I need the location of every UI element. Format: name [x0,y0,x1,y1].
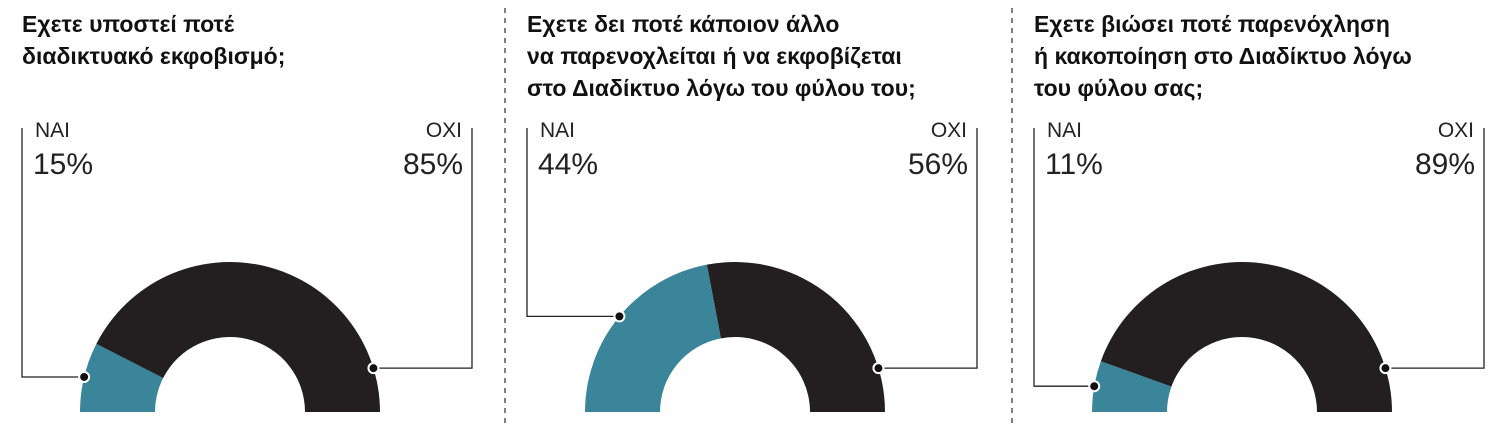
leader-line [1385,128,1485,369]
leader-line [373,128,473,369]
donut-segment [1092,361,1172,412]
category-label: ΟΧΙ [1438,119,1474,142]
leader-dot [1088,380,1101,393]
leader-dot [78,370,91,383]
chart-title: Εχετε βιώσει ποτέ παρενόχληση ή κακοποίη… [1034,11,1412,101]
leader-line [526,128,620,318]
donut-segment [1100,261,1392,412]
value-label: 56% [908,148,968,181]
category-label: ΟΧΙ [931,119,967,142]
leader-dot [367,362,380,375]
leader-line [1033,128,1095,387]
chart-title: Εχετε υποστεί ποτέ διαδικτυακό εκφοβισμό… [22,11,286,69]
category-label: ΟΧΙ [426,119,462,142]
value-label: 11% [1045,148,1103,181]
value-label: 89% [1415,148,1475,181]
leader-dot [1379,362,1392,375]
donut-segment [706,262,885,412]
value-label: 15% [33,148,93,181]
category-label: ΝΑΙ [1047,119,1082,142]
donut-segment [585,264,721,412]
leader-dot [872,362,885,375]
category-label: ΝΑΙ [35,119,70,142]
donut-segment [96,262,380,412]
donut-segment [80,343,164,412]
value-label: 44% [538,148,598,181]
chart-title: Εχετε δει ποτέ κάποιον άλλο να παρενοχλε… [527,11,916,101]
value-label: 85% [403,148,463,181]
leader-dot [613,310,626,323]
leader-line [21,128,85,378]
leader-line [878,128,978,369]
category-label: ΝΑΙ [540,119,575,142]
